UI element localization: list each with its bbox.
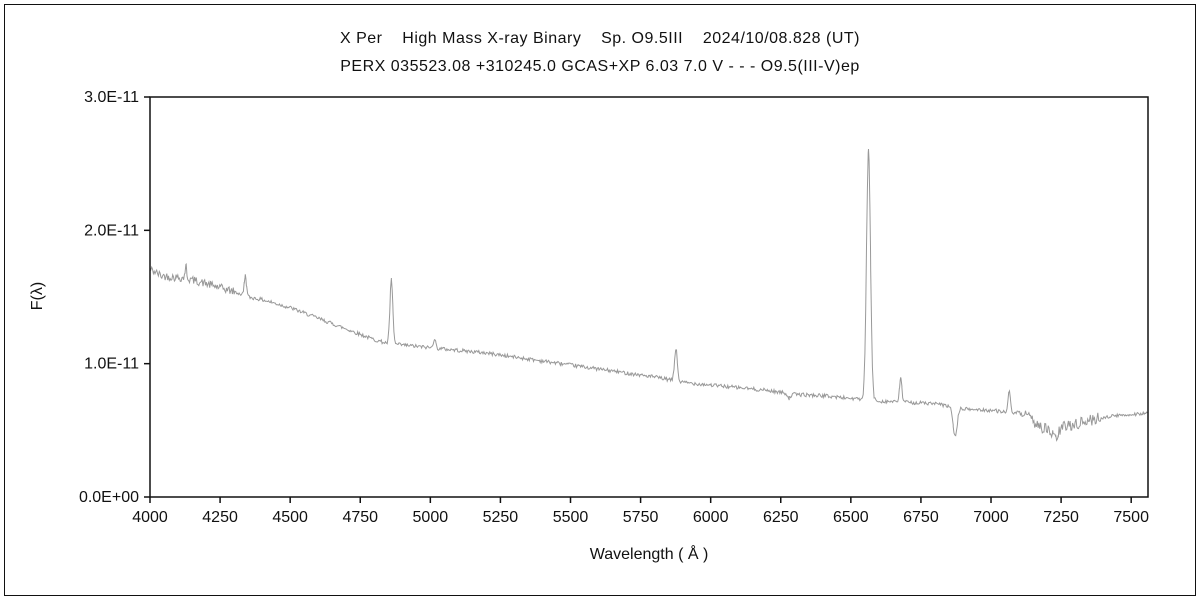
x-tick-label: 6500 — [833, 509, 869, 526]
chart-title-line-2: PERX 035523.08 +310245.0 GCAS+XP 6.03 7.… — [340, 58, 860, 75]
x-tick-label: 7500 — [1113, 509, 1149, 526]
y-tick-label: 2.0E-11 — [84, 222, 139, 239]
x-tick-label: 6750 — [903, 509, 939, 526]
x-tick-label: 4000 — [132, 509, 168, 526]
x-tick-label: 5500 — [553, 509, 589, 526]
y-tick-label: 3.0E-11 — [84, 89, 139, 106]
x-tick-label: 5750 — [623, 509, 659, 526]
y-tick-label: 1.0E-11 — [84, 356, 139, 373]
x-axis-ticks: 4000 4250 4500 4750 5000 5250 5500 5750 6000 6250… — [132, 497, 1149, 526]
x-tick-label: 7250 — [1043, 509, 1079, 526]
x-tick-label: 7000 — [973, 509, 1009, 526]
x-tick-label: 4250 — [202, 509, 238, 526]
spectrum-line — [149, 148, 1148, 442]
plot-frame — [149, 96, 1149, 498]
chart-title-line-1: X Per High Mass X-ray Binary Sp. O9.5III… — [339, 30, 861, 47]
x-tick-label: 4750 — [342, 509, 378, 526]
x-tick-label: 4500 — [272, 509, 308, 526]
x-tick-label: 6000 — [693, 509, 729, 526]
x-tick-label: 5250 — [483, 509, 519, 526]
x-tick-label: 5000 — [413, 509, 449, 526]
x-axis-label: Wavelength ( Å ) — [589, 546, 709, 563]
y-axis-ticks: 0.0E+00 1.0E-11 2.0E-11 3.0E-11 — [79, 89, 150, 506]
y-tick-label: 0.0E+00 — [79, 489, 139, 506]
x-tick-label: 6250 — [763, 509, 799, 526]
spectrum-line-group — [149, 148, 1148, 442]
